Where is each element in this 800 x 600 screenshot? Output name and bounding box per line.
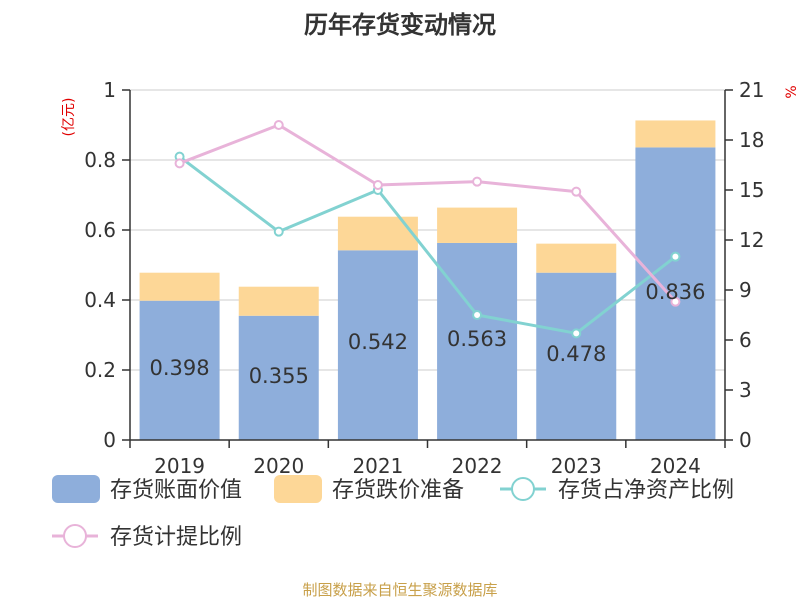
right-tick-label: 21: [739, 78, 764, 102]
series-line: [178, 155, 677, 335]
x-tick-label: 2022: [452, 454, 503, 478]
bar-data-label: 0.542: [348, 330, 408, 354]
bar-data-label: 0.398: [150, 356, 210, 380]
bars: [139, 120, 716, 440]
series-point: [472, 310, 483, 320]
bar-book-value: [437, 242, 518, 440]
grid: [130, 89, 725, 371]
data-labels: 0.398 0.355 0.542 0.563 0.478 0.836: [150, 280, 706, 388]
bar-impairment: [635, 120, 716, 148]
right-tick-label: 15: [739, 178, 764, 202]
chart-title: 历年存货变动情况: [304, 11, 496, 39]
right-tick-label: 18: [739, 128, 764, 152]
legend-swatch: [274, 475, 322, 503]
legend-label: 存货占净资产比例: [558, 478, 734, 503]
x-tick-label: 2024: [650, 454, 701, 478]
axes: 0 0.2 0.4 0.6 0.8 1 0 3 6 9 12 15 18 21 2019 2020 2021 20…: [84, 78, 764, 478]
bar-impairment: [536, 243, 617, 273]
bar-impairment: [337, 216, 418, 251]
bar-impairment: [437, 207, 518, 243]
bar-book-value: [238, 315, 319, 440]
bar-book-value: [635, 147, 716, 440]
bar-data-label: 0.478: [546, 342, 606, 366]
series-point: [472, 176, 483, 187]
left-axis-unit: (亿元): [61, 98, 77, 137]
right-axis-unit: %: [784, 85, 800, 98]
right-tick-label: 0: [739, 428, 752, 452]
bar-book-value: [337, 250, 418, 440]
x-tick-label: 2021: [352, 454, 403, 478]
x-tick-label: 2020: [253, 454, 304, 478]
source-note: 制图数据来自恒生聚源数据库: [302, 581, 497, 599]
left-tick-label: 0.4: [84, 288, 116, 312]
right-tick-label: 9: [739, 278, 752, 302]
left-tick-label: 1: [103, 78, 116, 102]
legend-label: 存货跌价准备: [332, 478, 464, 503]
bar-book-value: [536, 272, 617, 440]
legend-label: 存货计提比例: [110, 525, 242, 550]
legend-marker: [511, 477, 535, 501]
series-point: [372, 180, 383, 190]
lines: [174, 120, 681, 339]
right-tick-label: 6: [739, 328, 752, 352]
right-tick-label: 12: [739, 228, 764, 252]
x-tick-label: 2023: [551, 454, 602, 478]
bar-impairment: [139, 272, 220, 301]
legend-marker: [63, 524, 87, 548]
series-point: [174, 158, 185, 169]
legend-swatch: [52, 475, 100, 503]
series-point: [273, 120, 284, 130]
series-point: [571, 328, 582, 339]
bar-data-label: 0.836: [645, 280, 705, 304]
series-point: [273, 226, 284, 237]
series-point: [670, 296, 681, 307]
bar-data-label: 0.355: [249, 364, 309, 388]
left-tick-label: 0.6: [84, 218, 116, 242]
right-tick-label: 3: [739, 378, 752, 402]
bar-book-value: [139, 300, 220, 440]
legend-label: 存货账面价值: [110, 478, 242, 503]
bar-impairment: [238, 286, 319, 316]
left-tick-label: 0.2: [84, 358, 116, 382]
x-tick-label: 2019: [154, 454, 205, 478]
left-tick-label: 0.8: [84, 148, 116, 172]
series-point: [571, 186, 582, 197]
left-tick-label: 0: [103, 428, 116, 452]
series-point: [670, 251, 681, 262]
series-line: [179, 123, 677, 303]
bar-data-label: 0.563: [447, 327, 507, 351]
